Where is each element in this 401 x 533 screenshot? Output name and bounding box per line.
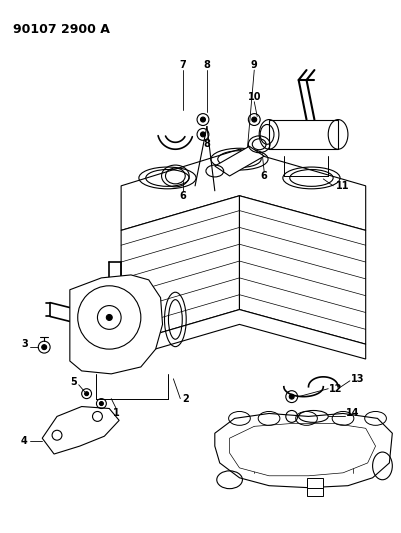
Text: 12: 12 <box>328 384 342 394</box>
Circle shape <box>200 132 205 137</box>
Polygon shape <box>121 310 365 359</box>
Circle shape <box>85 392 88 395</box>
Polygon shape <box>70 275 162 374</box>
Text: 7: 7 <box>179 60 186 70</box>
Polygon shape <box>239 196 365 344</box>
Circle shape <box>106 314 112 320</box>
Text: 3: 3 <box>21 339 28 349</box>
Polygon shape <box>121 196 239 344</box>
Circle shape <box>42 345 47 350</box>
Text: 6: 6 <box>260 171 267 181</box>
Polygon shape <box>306 488 322 496</box>
Text: 13: 13 <box>350 374 364 384</box>
Polygon shape <box>229 423 375 476</box>
Text: 4: 4 <box>21 436 28 446</box>
Circle shape <box>200 117 205 122</box>
Text: 8: 8 <box>203 139 210 149</box>
Text: 8: 8 <box>203 60 210 70</box>
Text: 10: 10 <box>247 92 260 102</box>
Text: 11: 11 <box>335 181 349 191</box>
Text: 1: 1 <box>113 408 119 418</box>
Polygon shape <box>214 146 263 176</box>
Text: 5: 5 <box>70 377 77 387</box>
Text: 90107 2900 A: 90107 2900 A <box>12 22 109 36</box>
Text: 6: 6 <box>179 191 186 201</box>
Circle shape <box>99 401 103 406</box>
Polygon shape <box>268 119 337 149</box>
Text: 14: 14 <box>345 408 359 418</box>
Polygon shape <box>42 407 119 454</box>
Text: 9: 9 <box>250 60 257 70</box>
Text: 2: 2 <box>181 393 188 403</box>
Polygon shape <box>121 149 365 230</box>
Circle shape <box>251 117 256 122</box>
Circle shape <box>289 394 294 399</box>
Polygon shape <box>306 478 322 488</box>
Polygon shape <box>214 414 391 488</box>
